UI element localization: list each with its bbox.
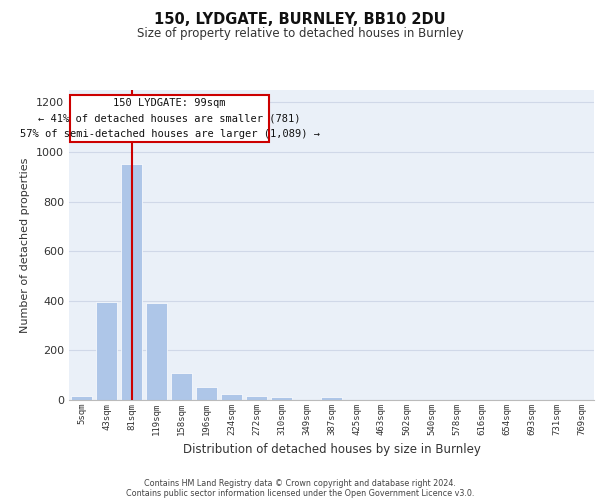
- Text: Contains HM Land Registry data © Crown copyright and database right 2024.: Contains HM Land Registry data © Crown c…: [144, 478, 456, 488]
- Bar: [221, 394, 242, 400]
- Bar: [171, 373, 192, 400]
- Bar: [146, 304, 167, 400]
- Bar: [196, 387, 217, 400]
- Bar: [121, 164, 142, 400]
- Bar: [246, 396, 267, 400]
- Bar: [321, 397, 342, 400]
- Bar: [96, 302, 117, 400]
- Bar: [71, 396, 92, 400]
- Text: 150, LYDGATE, BURNLEY, BB10 2DU: 150, LYDGATE, BURNLEY, BB10 2DU: [154, 12, 446, 28]
- X-axis label: Distribution of detached houses by size in Burnley: Distribution of detached houses by size …: [182, 444, 481, 456]
- Text: Contains public sector information licensed under the Open Government Licence v3: Contains public sector information licen…: [126, 488, 474, 498]
- Bar: [271, 397, 292, 400]
- Text: 150 LYDGATE: 99sqm
← 41% of detached houses are smaller (781)
57% of semi-detach: 150 LYDGATE: 99sqm ← 41% of detached hou…: [20, 98, 320, 139]
- Text: Size of property relative to detached houses in Burnley: Size of property relative to detached ho…: [137, 28, 463, 40]
- FancyBboxPatch shape: [70, 95, 269, 142]
- Y-axis label: Number of detached properties: Number of detached properties: [20, 158, 31, 332]
